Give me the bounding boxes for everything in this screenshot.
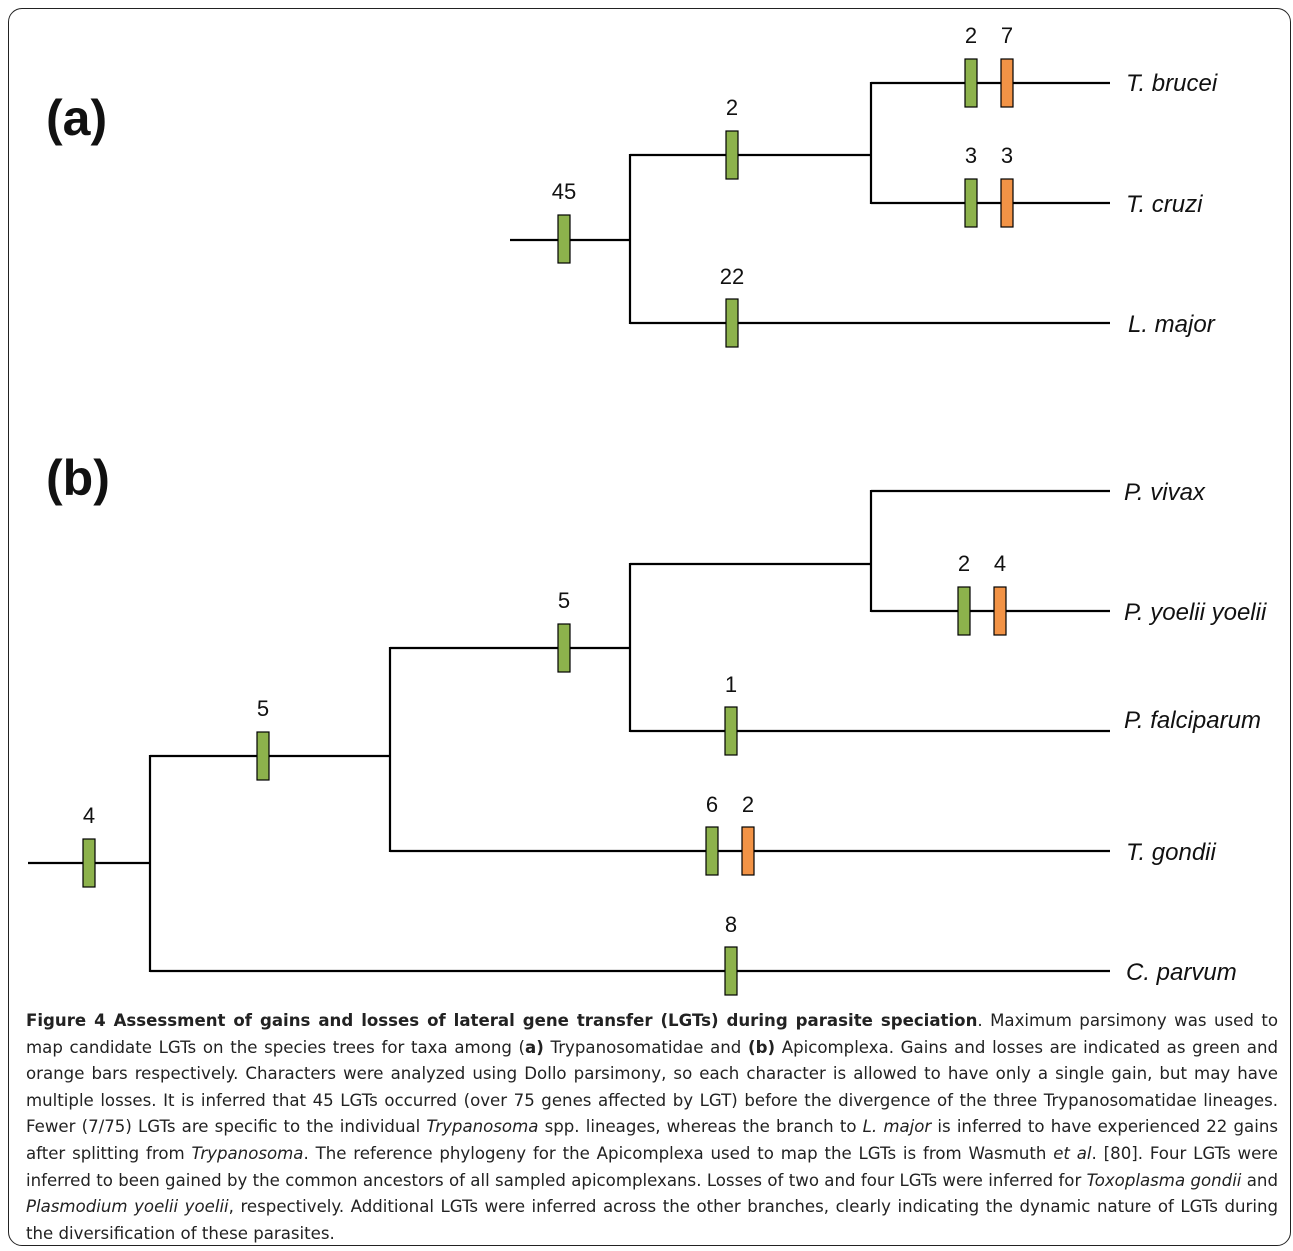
gain-bar	[724, 706, 738, 756]
tree-b-marks	[82, 586, 1007, 996]
taxon-label: P. falciparum	[1124, 707, 1261, 734]
caption-text: Trypanosomatidae and	[543, 1037, 748, 1057]
caption-taxon: L. major	[862, 1117, 932, 1137]
phylogeny-figure: (a) (b) 45 2 2 7 3 3 22 T. brucei T. cru…	[28, 23, 1267, 996]
caption-text: spp. lineages, whereas the branch to	[538, 1117, 863, 1137]
caption-citation: et al	[1053, 1143, 1092, 1163]
count-label: 4	[83, 803, 95, 828]
caption-taxon: Plasmodium yoelii yoelii	[26, 1197, 229, 1217]
gain-bar	[557, 623, 571, 673]
gain-bar	[256, 731, 270, 781]
tree-a	[510, 81, 1110, 325]
count-label: 2	[742, 792, 754, 817]
taxon-label: T. cruzi	[1126, 191, 1203, 218]
figure-frame	[8, 8, 1291, 1246]
caption-text: Apicomplexa. Gains and losses are indica…	[26, 1037, 1279, 1137]
count-label: 3	[1001, 143, 1013, 168]
figure-caption: Figure 4 Assessment of gains and losses …	[26, 1008, 1278, 1247]
loss-bar	[1000, 58, 1014, 108]
tree-b	[28, 489, 1110, 973]
caption-text: and	[1241, 1170, 1278, 1190]
count-label: 1	[725, 672, 737, 697]
caption-taxon: Toxoplasma gondii	[1086, 1170, 1242, 1190]
count-label: 3	[965, 143, 977, 168]
count-label: 2	[958, 551, 970, 576]
count-label: 22	[720, 264, 744, 289]
caption-text: . [80]. Four LGTs were inferred to been …	[26, 1143, 1278, 1190]
taxon-label: T. gondii	[1126, 839, 1217, 866]
panel-label-b: (b)	[46, 450, 110, 506]
gain-bar	[724, 946, 738, 996]
caption-panel-ref: a)	[525, 1037, 544, 1057]
count-label: 7	[1001, 23, 1013, 48]
count-label: 4	[994, 551, 1006, 576]
caption-text: . The reference phylogeny for the Apicom…	[303, 1143, 1054, 1163]
count-label: 5	[257, 696, 269, 721]
gain-bar	[82, 838, 96, 888]
loss-bar	[1000, 178, 1014, 228]
count-label: 45	[552, 179, 576, 204]
count-label: 8	[725, 912, 737, 937]
gain-bar	[725, 298, 739, 348]
loss-bar	[993, 586, 1007, 636]
gain-bar	[964, 178, 978, 228]
count-label: 2	[965, 23, 977, 48]
tree-a-marks	[557, 58, 1014, 348]
gain-bar	[957, 586, 971, 636]
caption-text: , respectively. Additional LGTs were inf…	[26, 1197, 1278, 1243]
caption-title: Figure 4 Assessment of gains and losses …	[26, 1011, 978, 1030]
gain-bar	[557, 214, 571, 264]
gain-bar	[725, 130, 739, 180]
gain-bar	[705, 826, 719, 876]
caption-taxon: Trypanosoma	[191, 1143, 304, 1163]
gain-bar	[964, 58, 978, 108]
taxon-label: C. parvum	[1126, 959, 1237, 986]
loss-bar	[741, 826, 755, 876]
caption-taxon: Trypanosoma	[426, 1117, 539, 1137]
caption-text: is inferred to have experienced 22 gains…	[26, 1117, 1278, 1163]
caption-panel-ref: (b)	[748, 1037, 776, 1057]
taxon-label: T. brucei	[1126, 70, 1218, 97]
count-label: 5	[558, 588, 570, 613]
taxon-label: P. yoelii yoelii	[1124, 599, 1267, 626]
taxon-label: P. vivax	[1124, 479, 1206, 506]
count-label: 6	[706, 792, 718, 817]
panel-label-a: (a)	[46, 90, 107, 146]
taxon-label: L. major	[1128, 311, 1216, 338]
caption-text: . Maximum parsimony was used to map cand…	[26, 1011, 1278, 1057]
count-label: 2	[726, 95, 738, 120]
